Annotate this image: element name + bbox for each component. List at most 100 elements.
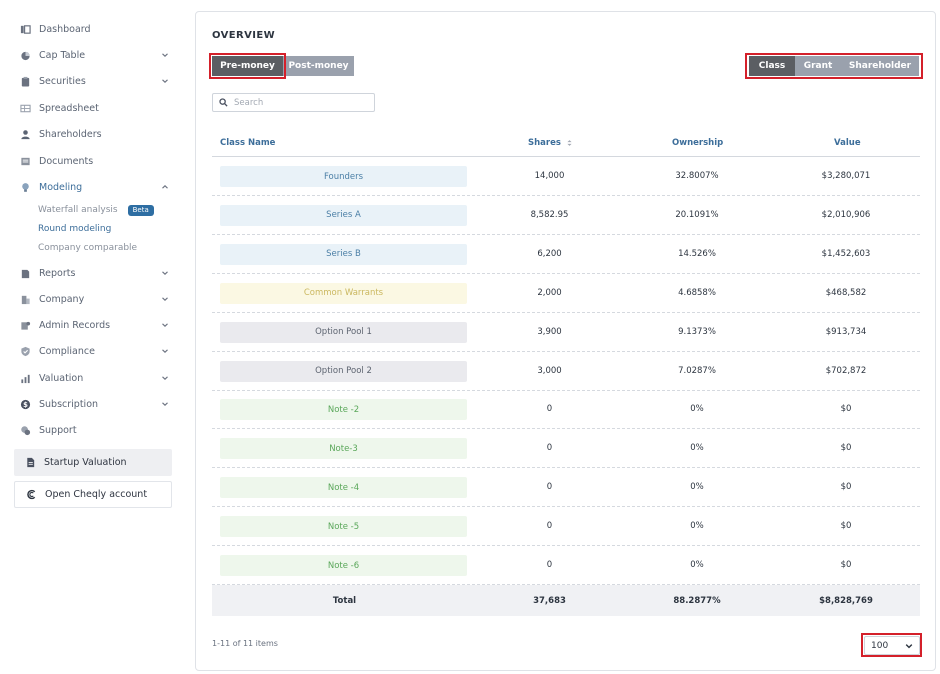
table-row: Option Pool 2 3,000 7.0287% $702,872 [212,352,920,391]
table-row: Note -6 0 0% $0 [212,546,920,585]
sidebar-item-dashboard[interactable]: Dashboard [14,18,172,40]
class-name-chip[interactable]: Option Pool 1 [220,321,467,343]
sidebar-item-label: Support [39,424,77,436]
building-icon [19,293,31,305]
sidebar-item-securities[interactable]: Securities [14,70,172,92]
class-name-chip[interactable]: Note -5 [220,516,467,538]
sidebar-subitem-company-comparable[interactable]: Company comparable [38,240,137,256]
pie-chart-icon [19,49,31,61]
grant-button[interactable]: Grant [795,56,841,76]
clipboard-icon [19,75,31,87]
cell-value: $2,010,906 [821,209,871,220]
startup-valuation-button[interactable]: Startup Valuation [14,449,172,476]
class-name-chip[interactable]: Series A [220,204,467,226]
chevron-down-icon [160,294,170,304]
page-size-select[interactable]: 100 [864,636,920,655]
open-cheqly-label: Open Cheqly account [45,489,148,500]
chevron-down-icon [160,346,170,356]
table-row: Note-3 0 0% $0 [212,429,920,469]
sidebar-item-valuation[interactable]: Valuation [14,367,172,389]
highlight-box [209,53,286,79]
cell-value: $0 [840,404,852,415]
reports-icon [19,267,31,279]
table-total-row: Total 37,683 88.2877% $8,828,769 [212,585,920,616]
cell-ownership: 0% [690,404,704,415]
svg-text:$: $ [23,400,28,408]
chevron-down-icon [160,268,170,278]
sidebar-subitem-round-modeling[interactable]: Round modeling [38,221,111,237]
column-header-shares[interactable]: Shares [528,130,572,156]
cell-ownership: 0% [690,482,704,493]
sidebar-item-spreadsheet[interactable]: Spreadsheet [14,97,172,119]
documents-icon [19,155,31,167]
shareholder-button[interactable]: Shareholder [841,56,919,76]
class-name-chip[interactable]: Note -2 [220,399,467,421]
total-value: $8,828,769 [819,595,873,606]
table-row: Common Warrants 2,000 4.6858% $468,582 [212,274,920,313]
class-name-chip[interactable]: Note -4 [220,477,467,499]
chevron-down-icon [905,642,915,650]
cell-ownership: 20.1091% [675,209,719,220]
sidebar-item-admin-records[interactable]: Admin Records [14,314,172,336]
sort-icon [567,139,572,147]
sidebar-item-company[interactable]: Company [14,288,172,310]
column-header-ownership: Ownership [672,138,724,148]
page-size-value: 100 [871,640,889,651]
open-cheqly-account-button[interactable]: Open Cheqly account [14,481,172,508]
sidebar-subitem-waterfall-analysis[interactable]: Waterfall analysis Beta [38,202,154,218]
cell-shares: 0 [546,443,553,454]
sidebar-item-support[interactable]: Support [14,419,172,441]
page-title: OVERVIEW [212,30,276,41]
sidebar-item-shareholders[interactable]: Shareholders [14,123,172,145]
search-input[interactable]: Search [212,93,375,112]
sidebar-item-label: Reports [39,267,76,279]
money-toggle: Pre-money Post-money [212,56,354,76]
bar-chart-icon [19,372,31,384]
sidebar-item-subscription[interactable]: $ Subscription [14,393,172,415]
sidebar-item-compliance[interactable]: Compliance [14,340,172,362]
sidebar-item-label: Admin Records [39,319,111,331]
chevron-down-icon [160,373,170,383]
support-icon [19,424,31,436]
sidebar-item-label: Cap Table [39,49,86,61]
class-name-chip[interactable]: Series B [220,243,467,265]
class-name-chip[interactable]: Common Warrants [220,282,467,304]
pre-money-button[interactable]: Pre-money [212,56,283,76]
cell-value: $468,582 [825,287,867,298]
sidebar-item-label: Modeling [39,181,83,193]
sidebar-item-reports[interactable]: Reports [14,262,172,284]
search-icon [219,98,229,108]
cell-shares: 14,000 [534,171,565,181]
sidebar-item-documents[interactable]: Documents [14,150,172,172]
sidebar-item-label: Compliance [39,345,95,357]
cell-value: $0 [840,560,852,570]
sidebar-item-label: Valuation [39,372,84,384]
class-name-chip[interactable]: Option Pool 2 [220,360,467,382]
cell-value: $3,280,071 [821,171,871,181]
cell-ownership: 0% [690,521,704,532]
sidebar-item-cap-table[interactable]: Cap Table [14,44,172,66]
cell-value: $0 [840,443,852,454]
class-name-chip[interactable]: Founders [220,166,467,187]
lightbulb-icon [19,181,31,193]
sidebar-item-modeling[interactable]: Modeling [14,176,172,198]
highlight-box [861,633,922,657]
post-money-button[interactable]: Post-money [283,56,354,76]
sidebar-item-label: Dashboard [39,23,91,35]
beta-badge: Beta [127,204,154,216]
class-name-chip[interactable]: Note -6 [220,555,467,576]
cell-shares: 0 [546,560,553,570]
class-name-chip[interactable]: Note-3 [220,438,467,460]
total-ownership: 88.2877% [673,595,721,606]
chevron-down-icon [160,50,170,60]
class-button[interactable]: Class [749,56,795,76]
chevron-down-icon [160,399,170,409]
cell-shares: 6,200 [537,248,562,259]
column-header-label: Shares [528,138,561,148]
column-header-class-name: Class Name [220,138,276,148]
cell-ownership: 9.1373% [678,326,716,337]
cell-shares: 3,000 [537,365,562,376]
cell-shares: 0 [546,482,553,493]
table-header: Class Name Shares Ownership Value [212,130,920,157]
chevron-up-icon [160,182,170,192]
